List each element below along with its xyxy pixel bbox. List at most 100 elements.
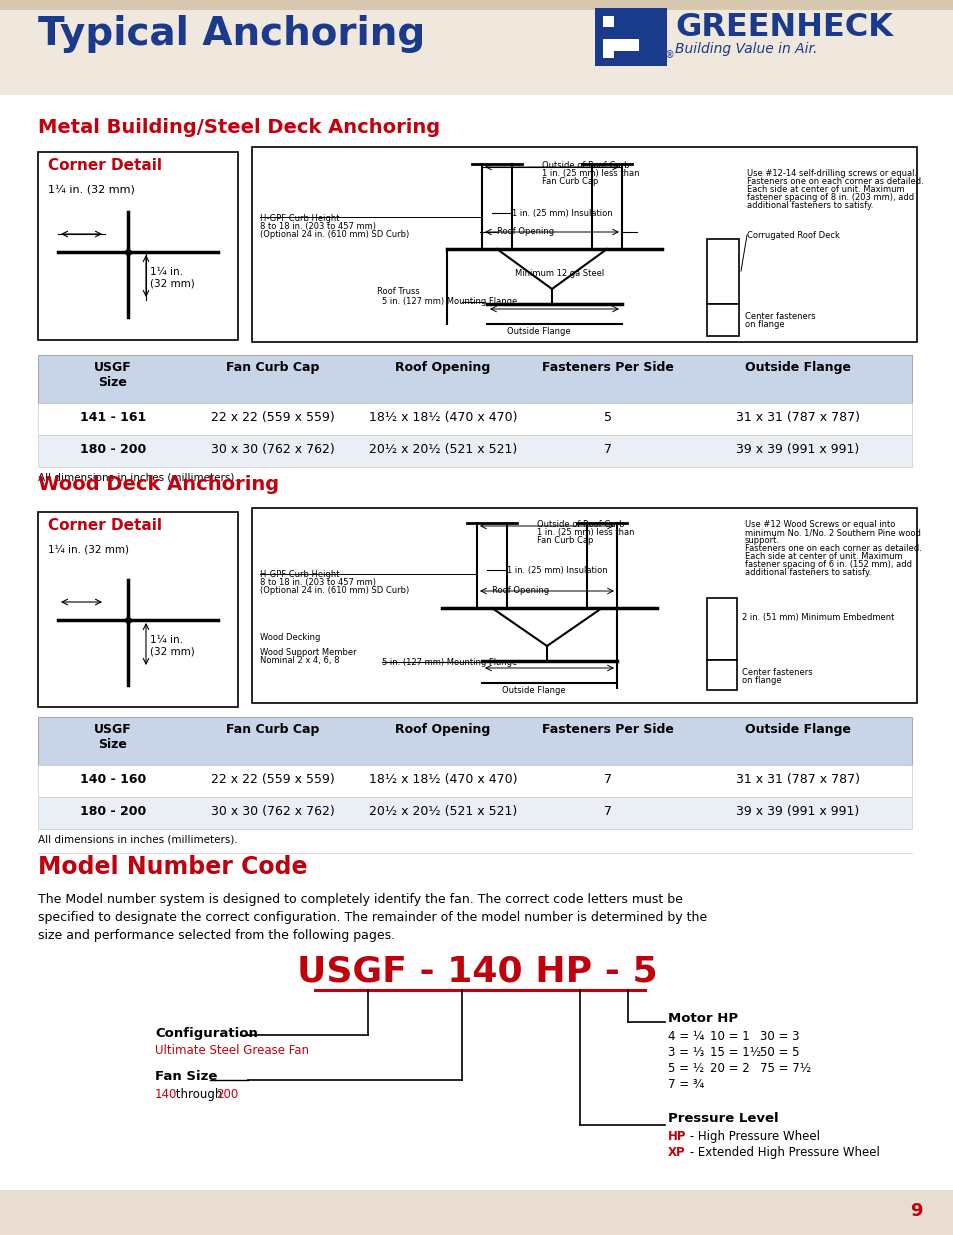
Text: Corner Detail: Corner Detail: [48, 517, 162, 534]
Text: Wood Deck Anchoring: Wood Deck Anchoring: [38, 475, 279, 494]
Text: ®: ®: [664, 49, 674, 61]
Text: Fasteners Per Side: Fasteners Per Side: [541, 361, 673, 374]
Text: on flange: on flange: [741, 676, 781, 685]
Text: Wood Decking: Wood Decking: [260, 634, 320, 642]
Text: 180 - 200: 180 - 200: [80, 443, 146, 456]
Text: H-GPF Curb Height: H-GPF Curb Height: [260, 571, 339, 579]
Text: Roof Opening: Roof Opening: [497, 227, 554, 236]
Text: Typical Anchoring: Typical Anchoring: [38, 15, 425, 53]
Text: fastener spacing of 8 in. (203 mm), add: fastener spacing of 8 in. (203 mm), add: [746, 193, 913, 203]
Text: 200: 200: [215, 1088, 238, 1100]
Text: Fan Curb Cap: Fan Curb Cap: [226, 722, 319, 736]
Text: 30 x 30 (762 x 762): 30 x 30 (762 x 762): [211, 443, 335, 456]
Bar: [614, 40, 639, 51]
Text: Pressure Level: Pressure Level: [667, 1112, 778, 1125]
Text: through: through: [172, 1088, 226, 1100]
Text: (Optional 24 in. (610 mm) SD Curb): (Optional 24 in. (610 mm) SD Curb): [260, 230, 409, 240]
Bar: [38, 403, 911, 435]
Text: on flange: on flange: [744, 320, 783, 329]
Text: Fan Curb Cap: Fan Curb Cap: [537, 536, 593, 545]
Text: HP: HP: [667, 1130, 686, 1144]
Text: 22 x 22 (559 x 559): 22 x 22 (559 x 559): [211, 411, 335, 424]
Text: Outside Flange: Outside Flange: [744, 361, 850, 374]
Text: 1 in. (25 mm) Insulation: 1 in. (25 mm) Insulation: [512, 209, 612, 219]
Text: All dimensions in inches (millimeters).: All dimensions in inches (millimeters).: [38, 834, 237, 844]
Text: All dimensions in inches (millimeters).: All dimensions in inches (millimeters).: [38, 472, 237, 482]
Text: Model Number Code: Model Number Code: [38, 855, 307, 879]
Text: Fan Curb Cap: Fan Curb Cap: [541, 177, 598, 186]
Text: 5 in. (127 mm) Mounting Flange: 5 in. (127 mm) Mounting Flange: [381, 296, 517, 306]
Bar: [38, 513, 237, 706]
Text: (Optional 24 in. (610 mm) SD Curb): (Optional 24 in. (610 mm) SD Curb): [260, 585, 409, 595]
Text: GREENHECK: GREENHECK: [675, 12, 892, 43]
Text: 15 = 1½: 15 = 1½: [709, 1046, 760, 1058]
Text: 31 x 31 (787 x 787): 31 x 31 (787 x 787): [735, 773, 859, 785]
Text: - Extended High Pressure Wheel: - Extended High Pressure Wheel: [685, 1146, 879, 1158]
Text: 20½ x 20½ (521 x 521): 20½ x 20½ (521 x 521): [369, 443, 517, 456]
Bar: [38, 354, 911, 403]
Text: minimum No. 1/No. 2 Southern Pine wood: minimum No. 1/No. 2 Southern Pine wood: [744, 529, 920, 537]
Text: 7: 7: [603, 443, 612, 456]
Bar: [38, 152, 237, 340]
Text: Wood Support Member: Wood Support Member: [260, 648, 356, 657]
Text: Fan Curb Cap: Fan Curb Cap: [226, 361, 319, 374]
Text: Roof Opening: Roof Opening: [492, 585, 549, 595]
Text: Fan Size: Fan Size: [154, 1070, 217, 1083]
Text: 180 - 200: 180 - 200: [80, 805, 146, 818]
Bar: [38, 764, 911, 797]
Text: 30 x 30 (762 x 762): 30 x 30 (762 x 762): [211, 805, 335, 818]
Text: Outside Flange: Outside Flange: [744, 722, 850, 736]
Text: 1¼ in. (32 mm): 1¼ in. (32 mm): [48, 543, 129, 555]
Text: H-GPF Curb Height: H-GPF Curb Height: [260, 214, 339, 224]
Text: 75 = 7½: 75 = 7½: [760, 1062, 810, 1074]
Bar: [0, 0, 953, 10]
Text: additional fasteners to satisfy.: additional fasteners to satisfy.: [744, 568, 870, 577]
Text: 20½ x 20½ (521 x 521): 20½ x 20½ (521 x 521): [369, 805, 517, 818]
Text: 7 = ¾: 7 = ¾: [667, 1078, 703, 1091]
Text: 1 in. (25 mm) less than: 1 in. (25 mm) less than: [537, 529, 634, 537]
Text: 141 - 161: 141 - 161: [80, 411, 146, 424]
Text: 1¼ in. (32 mm): 1¼ in. (32 mm): [48, 184, 134, 194]
Bar: [602, 27, 647, 40]
Text: - High Pressure Wheel: - High Pressure Wheel: [685, 1130, 820, 1144]
Text: Fasteners one on each corner as detailed.: Fasteners one on each corner as detailed…: [746, 177, 923, 186]
Text: Metal Building/Steel Deck Anchoring: Metal Building/Steel Deck Anchoring: [38, 119, 439, 137]
Bar: [252, 508, 916, 703]
Bar: [0, 0, 953, 95]
Bar: [252, 147, 916, 342]
Text: Configuration: Configuration: [154, 1028, 257, 1040]
Bar: [706, 598, 737, 659]
Text: Center fasteners: Center fasteners: [741, 668, 812, 677]
Text: Outside Flange: Outside Flange: [506, 327, 570, 336]
Bar: [706, 240, 739, 304]
Text: 4 = ¼: 4 = ¼: [667, 1030, 703, 1044]
Text: Corrugated Roof Deck: Corrugated Roof Deck: [746, 231, 839, 240]
Text: 1 in. (25 mm) less than: 1 in. (25 mm) less than: [541, 169, 639, 178]
Text: 1¼ in.
(32 mm): 1¼ in. (32 mm): [150, 635, 194, 657]
Text: Fasteners one on each corner as detailed.: Fasteners one on each corner as detailed…: [744, 543, 921, 553]
Text: Corner Detail: Corner Detail: [48, 158, 162, 173]
Text: 39 x 39 (991 x 991): 39 x 39 (991 x 991): [736, 805, 859, 818]
Bar: [706, 659, 737, 690]
Text: 39 x 39 (991 x 991): 39 x 39 (991 x 991): [736, 443, 859, 456]
Text: 30 = 3: 30 = 3: [760, 1030, 799, 1044]
Text: 5 in. (127 mm) Mounting Flange: 5 in. (127 mm) Mounting Flange: [381, 658, 517, 667]
Text: Roof Opening: Roof Opening: [395, 722, 490, 736]
Text: Ultimate Steel Grease Fan: Ultimate Steel Grease Fan: [154, 1044, 309, 1057]
Text: 2 in. (51 mm) Minimum Embedment: 2 in. (51 mm) Minimum Embedment: [741, 613, 893, 622]
Text: 140 - 160: 140 - 160: [80, 773, 146, 785]
Text: Use #12-14 self-drilling screws or equal.: Use #12-14 self-drilling screws or equal…: [746, 169, 916, 178]
Bar: [602, 16, 614, 58]
Bar: [602, 16, 659, 58]
Text: 3 = ⅓: 3 = ⅓: [667, 1046, 703, 1058]
Text: additional fasteners to satisfy.: additional fasteners to satisfy.: [746, 201, 872, 210]
Text: Nominal 2 x 4, 6, 8: Nominal 2 x 4, 6, 8: [260, 656, 339, 664]
Bar: [38, 435, 911, 467]
Text: Outside Flange: Outside Flange: [501, 685, 565, 695]
Text: Use #12 Wood Screws or equal into: Use #12 Wood Screws or equal into: [744, 520, 895, 529]
Bar: [614, 16, 659, 58]
Text: 7: 7: [603, 773, 612, 785]
Text: XP: XP: [667, 1146, 685, 1158]
Text: Outside of Roof Curb: Outside of Roof Curb: [541, 161, 629, 170]
Bar: [595, 7, 666, 65]
